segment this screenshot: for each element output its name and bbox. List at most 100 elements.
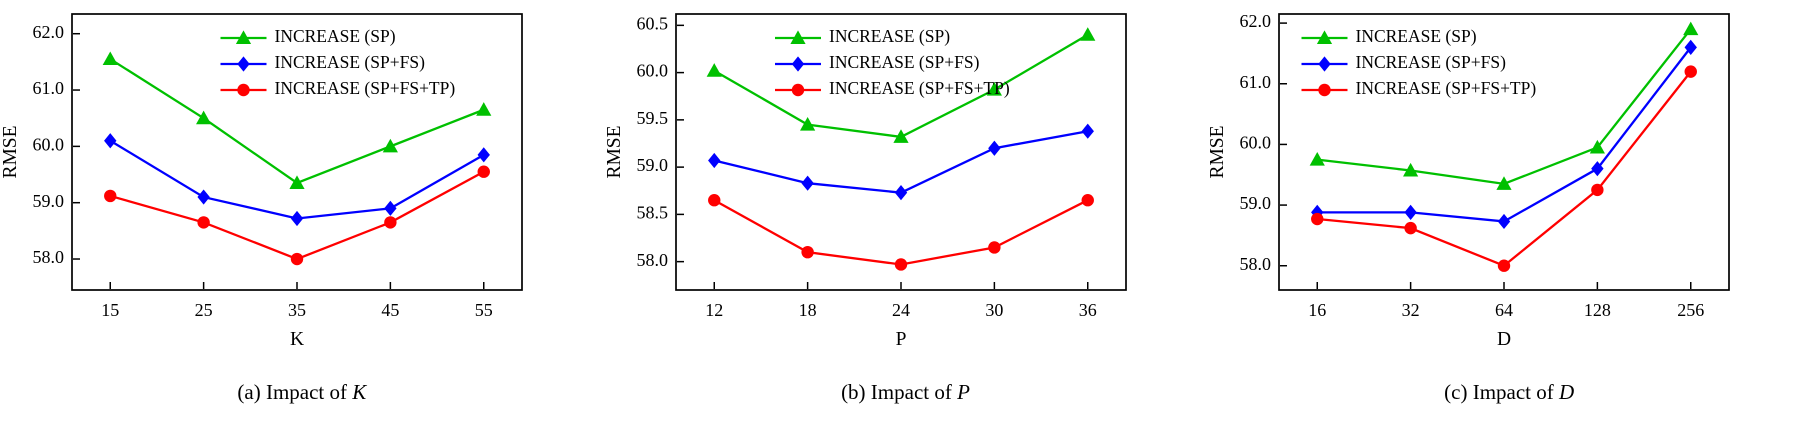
legend-label: INCREASE (SP+FS+TP) (1356, 78, 1537, 98)
y-tick-label: 58.0 (636, 250, 668, 270)
marker-circle-icon (1311, 212, 1324, 226)
x-tick-label: 128 (1584, 300, 1611, 320)
chart-panel-a: 58.0 59.0 60.0 61.0 62.0 15 25 35 45 55 K RMSE INCRE… (0, 2, 604, 448)
marker-triangle-icon (892, 129, 909, 143)
y-axis-label: RMSE (1209, 125, 1228, 178)
marker-diamond-icon (987, 140, 1001, 156)
x-tick-label: 35 (288, 300, 306, 320)
x-tick-label: 36 (1078, 300, 1096, 320)
marker-circle-icon (290, 252, 304, 266)
caption-c-variable: D (1559, 380, 1575, 404)
x-tick-label: 15 (101, 300, 119, 320)
marker-circle-icon (894, 258, 907, 271)
y-tick-label: 58.0 (32, 247, 64, 267)
x-tick-label: 256 (1677, 300, 1704, 320)
chart-panel-c: 58.0 59.0 60.0 61.0 62.0 16 32 64 128 256 D RMSE INC… (1207, 2, 1811, 448)
marker-circle-icon (237, 83, 250, 97)
series-line (713, 199, 1088, 266)
y-axis-label: RMSE (2, 125, 21, 178)
marker-triangle-icon (1683, 21, 1699, 36)
legend-label: INCREASE (SP+FS) (829, 52, 980, 72)
x-axis-label: D (1497, 329, 1511, 350)
legend-label: INCREASE (SP+FS+TP) (829, 78, 1010, 98)
marker-diamond-icon (707, 152, 720, 169)
y-tick-label: 61.0 (32, 78, 64, 98)
marker-circle-icon (800, 245, 814, 259)
x-axis-label: P (895, 329, 906, 350)
legend-label: INCREASE (SP+FS) (1356, 52, 1507, 72)
y-tick-label: 59.0 (636, 155, 668, 175)
caption-a-variable: K (352, 380, 367, 404)
plot-frame (674, 13, 1127, 291)
legend-label: INCREASE (SP) (829, 26, 950, 46)
marker-circle-icon (1404, 221, 1417, 235)
marker-circle-icon (1684, 65, 1698, 78)
marker-circle-icon (987, 241, 1001, 254)
x-tick-label: 55 (475, 300, 493, 320)
y-tick-label: 59.0 (1240, 193, 1272, 213)
marker-diamond-icon (384, 200, 397, 216)
line-chart-impact-of-p: 58.0 58.5 59.0 59.5 60.0 60.5 12 18 24 30 36 P RMSE I… (606, 13, 1127, 350)
caption-c: (c) Impact of D (1444, 380, 1574, 405)
marker-diamond-icon (791, 56, 804, 72)
series-line (1317, 46, 1692, 223)
line-chart-impact-of-d: 58.0 59.0 60.0 61.0 62.0 16 32 64 128 256 D RMSE INC… (1209, 11, 1731, 350)
marker-diamond-icon (1081, 123, 1094, 139)
plot-frame (70, 13, 523, 291)
caption-a-text: (a) Impact of (237, 380, 353, 404)
marker-diamond-icon (237, 56, 250, 72)
x-tick-label: 32 (1402, 300, 1420, 320)
marker-triangle-icon (289, 175, 305, 189)
marker-diamond-icon (103, 133, 117, 149)
marker-triangle-icon (789, 30, 806, 44)
marker-triangle-icon (706, 63, 722, 77)
line-chart-impact-of-k: 58.0 59.0 60.0 61.0 62.0 15 25 35 45 55 K RMSE INCRE… (2, 13, 523, 350)
marker-circle-icon (477, 165, 490, 178)
marker-circle-icon (1497, 259, 1511, 272)
chart-panel-b: 58.0 58.5 59.0 59.5 60.0 60.5 12 18 24 30 36 P RMSE I… (604, 2, 1208, 448)
y-tick-label: 58.0 (1240, 254, 1272, 274)
x-tick-label: 16 (1308, 300, 1326, 320)
y-tick-label: 60.5 (636, 13, 668, 33)
marker-diamond-icon (1318, 56, 1331, 72)
marker-triangle-icon (1309, 151, 1326, 166)
marker-triangle-icon (235, 30, 251, 44)
x-tick-label: 18 (798, 300, 816, 320)
marker-triangle-icon (1317, 30, 1333, 44)
y-tick-label: 60.0 (32, 134, 64, 154)
plot-frame (1278, 13, 1731, 291)
marker-diamond-icon (197, 189, 210, 205)
marker-diamond-icon (1497, 213, 1511, 230)
marker-diamond-icon (1684, 39, 1698, 55)
marker-triangle-icon (1079, 27, 1095, 41)
y-tick-label: 62.0 (1240, 11, 1272, 31)
x-axis-label: K (290, 329, 304, 350)
marker-circle-icon (103, 189, 117, 203)
marker-triangle-icon (1589, 139, 1606, 154)
x-tick-label: 25 (194, 300, 212, 320)
y-tick-label: 59.0 (32, 191, 64, 211)
marker-diamond-icon (477, 147, 490, 163)
caption-a: (a) Impact of K (237, 380, 366, 405)
marker-triangle-icon (475, 102, 492, 116)
marker-circle-icon (1318, 83, 1331, 97)
marker-circle-icon (1591, 183, 1604, 197)
marker-triangle-icon (799, 116, 815, 131)
x-tick-label: 12 (705, 300, 723, 320)
marker-triangle-icon (195, 110, 212, 125)
legend-label: INCREASE (SP+FS+TP) (274, 78, 455, 98)
marker-triangle-icon (382, 138, 398, 153)
y-tick-label: 62.0 (32, 22, 64, 42)
marker-circle-icon (1081, 194, 1094, 207)
marker-circle-icon (197, 216, 210, 229)
legend-label: INCREASE (SP+FS) (274, 52, 425, 72)
marker-triangle-icon (102, 51, 118, 66)
caption-b: (b) Impact of P (841, 380, 970, 405)
caption-b-variable: P (957, 380, 970, 404)
y-tick-label: 59.5 (636, 108, 668, 128)
y-tick-label: 60.0 (1240, 133, 1272, 153)
x-tick-label: 64 (1495, 300, 1513, 320)
y-axis-label: RMSE (606, 125, 625, 178)
marker-circle-icon (707, 194, 720, 207)
marker-diamond-icon (894, 185, 907, 201)
